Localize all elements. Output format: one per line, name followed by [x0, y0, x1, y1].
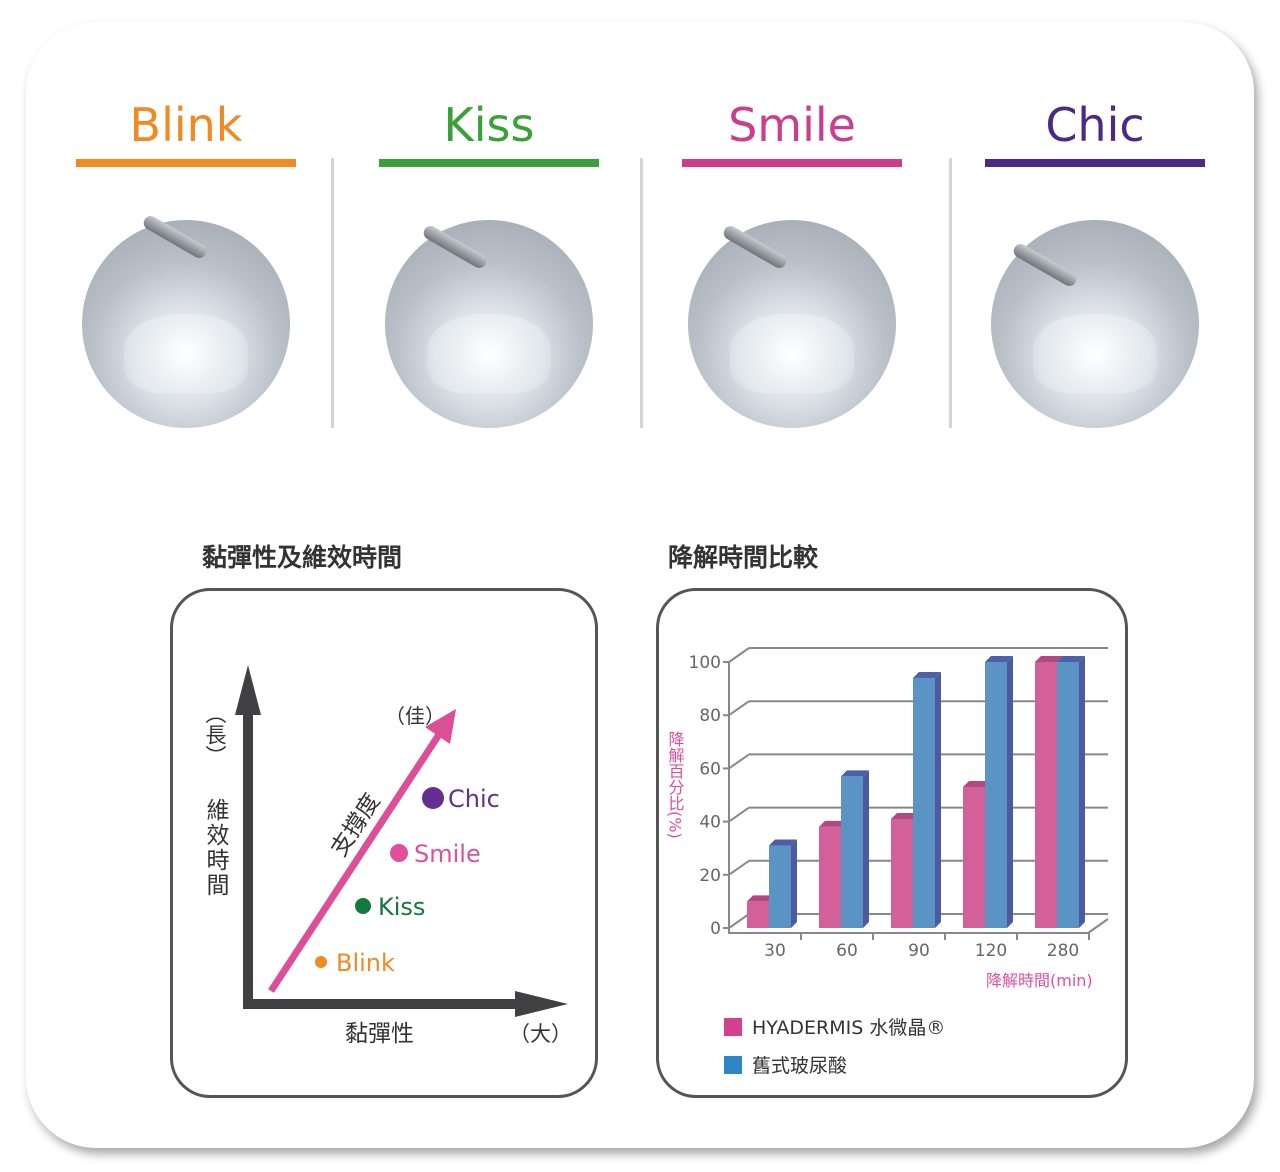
gridline-diagonal	[728, 913, 750, 929]
left-chart-box: （長） 維效時間 黏彈性 （大） （佳） 支撐度 Blink Kiss Smile C…	[170, 588, 598, 1098]
y-tick-label: 20	[699, 866, 721, 886]
x-axis-arrowhead	[515, 991, 568, 1017]
x-axis-title: 降解時間(min)	[986, 971, 1093, 990]
bar-side	[863, 770, 869, 928]
legend-swatch	[724, 1055, 742, 1074]
bar-top	[891, 812, 919, 819]
y-tick-label: 100	[689, 653, 721, 673]
product-gel-photo	[991, 220, 1199, 428]
y-end-label: （長）	[203, 703, 227, 766]
bar-side	[935, 671, 941, 928]
product-name: Kiss	[443, 98, 535, 152]
point-label: Smile	[414, 840, 481, 868]
point-smile	[390, 844, 408, 862]
x-tick-label: 60	[836, 941, 858, 961]
product-underline	[76, 159, 296, 167]
bar-old-ha-120	[985, 662, 1007, 928]
bar-hyadermis-90	[891, 818, 913, 928]
product-gel-photo	[688, 220, 896, 428]
y-tick-label: 40	[699, 813, 721, 833]
product-name: Smile	[728, 98, 856, 152]
bar-top	[819, 820, 847, 827]
y-tick-label: 60	[699, 759, 721, 779]
product-header-smile: Smile	[682, 95, 902, 167]
divider	[331, 158, 334, 428]
left-chart-title: 黏彈性及維效時間	[202, 543, 403, 572]
bar-hyadermis-280	[1035, 662, 1057, 928]
viscoelasticity-diagram: （長） 維效時間 黏彈性 （大） （佳） 支撐度 BlinkKissSmileC…	[202, 665, 572, 1047]
bar-old-ha-30	[769, 845, 791, 928]
x-tick-label: 120	[975, 941, 1007, 961]
y-tick-label: 80	[699, 706, 721, 726]
y-tick-label: 0	[710, 919, 721, 939]
product-underline	[379, 159, 599, 167]
gridline-diagonal	[728, 859, 750, 876]
bar-hyadermis-60	[819, 826, 841, 928]
product-underline	[985, 159, 1205, 167]
bar-old-ha-60	[841, 776, 863, 928]
bar-top	[841, 770, 869, 777]
legend-label: 舊式玻尿酸	[752, 1055, 848, 1077]
x-axis-diagonal	[1087, 918, 1109, 934]
x-tick-label: 90	[908, 941, 930, 961]
x-axis	[243, 999, 523, 1009]
x-end-label: （大）	[509, 1022, 572, 1046]
point-blink	[315, 956, 327, 968]
divider	[949, 158, 952, 428]
product-name: Chic	[1045, 98, 1145, 152]
bar-side	[1007, 656, 1013, 928]
x-axis-label: 黏彈性	[345, 1021, 414, 1047]
x-tick-label: 30	[764, 941, 786, 961]
x-tick-label: 280	[1047, 941, 1079, 961]
y-axis-arrowhead	[235, 665, 261, 715]
product-header-kiss: Kiss	[379, 95, 599, 167]
divider	[640, 158, 643, 428]
gridline-diagonal	[728, 753, 750, 770]
point-kiss	[355, 898, 371, 914]
gridline-diagonal	[728, 806, 750, 823]
bar-top	[1057, 656, 1085, 662]
product-name: Blink	[129, 98, 243, 152]
support-arrow-shaft	[268, 731, 443, 993]
right-chart-title: 降解時間比較	[668, 543, 819, 572]
bar-hyadermis-120	[963, 787, 985, 928]
right-chart-box: 降解百分比(%) 降解時間(min) 0 20 40 60 80 100 30 60 90 120…	[656, 588, 1128, 1098]
legend-item-old-ha: 舊式玻尿酸	[724, 1051, 847, 1078]
degradation-bar-chart: 降解百分比(%) 降解時間(min) 0 20 40 60 80 100 30 60 90 120…	[666, 647, 1109, 990]
point-label: Chic	[448, 785, 500, 813]
bar-old-ha-90	[913, 677, 935, 928]
bar-top	[747, 895, 775, 902]
y-axis	[243, 703, 253, 1008]
gridline-diagonal	[728, 700, 750, 717]
bar-old-ha-280	[1057, 662, 1079, 928]
point-label: Blink	[336, 949, 395, 977]
bar-top	[913, 671, 941, 678]
bar-side	[1079, 656, 1085, 928]
product-underline	[682, 159, 902, 167]
bar-hyadermis-30	[747, 901, 769, 928]
y-axis-label: 維效時間	[202, 798, 230, 898]
bar-side	[791, 839, 797, 928]
legend-swatch	[724, 1017, 742, 1036]
support-arrow-head	[425, 709, 456, 744]
product-gel-photo	[385, 220, 593, 428]
legend-label: HYADERMIS 水微晶®	[752, 1017, 946, 1039]
point-label: Kiss	[378, 893, 425, 921]
gridline-diagonal	[728, 647, 750, 663]
product-header-chic: Chic	[985, 95, 1205, 167]
point-chic	[422, 787, 444, 809]
arrow-end-label: （佳）	[385, 704, 445, 728]
bar-top	[1035, 656, 1063, 662]
bar-top	[985, 656, 1013, 662]
y-axis-title: 降解百分比(%)	[666, 731, 685, 839]
bar-top	[769, 839, 797, 846]
product-gel-photo	[82, 213, 290, 428]
legend-item-hyadermis: HYADERMIS 水微晶®	[724, 1013, 945, 1040]
product-header-blink: Blink	[76, 95, 296, 167]
bar-top	[963, 781, 991, 788]
